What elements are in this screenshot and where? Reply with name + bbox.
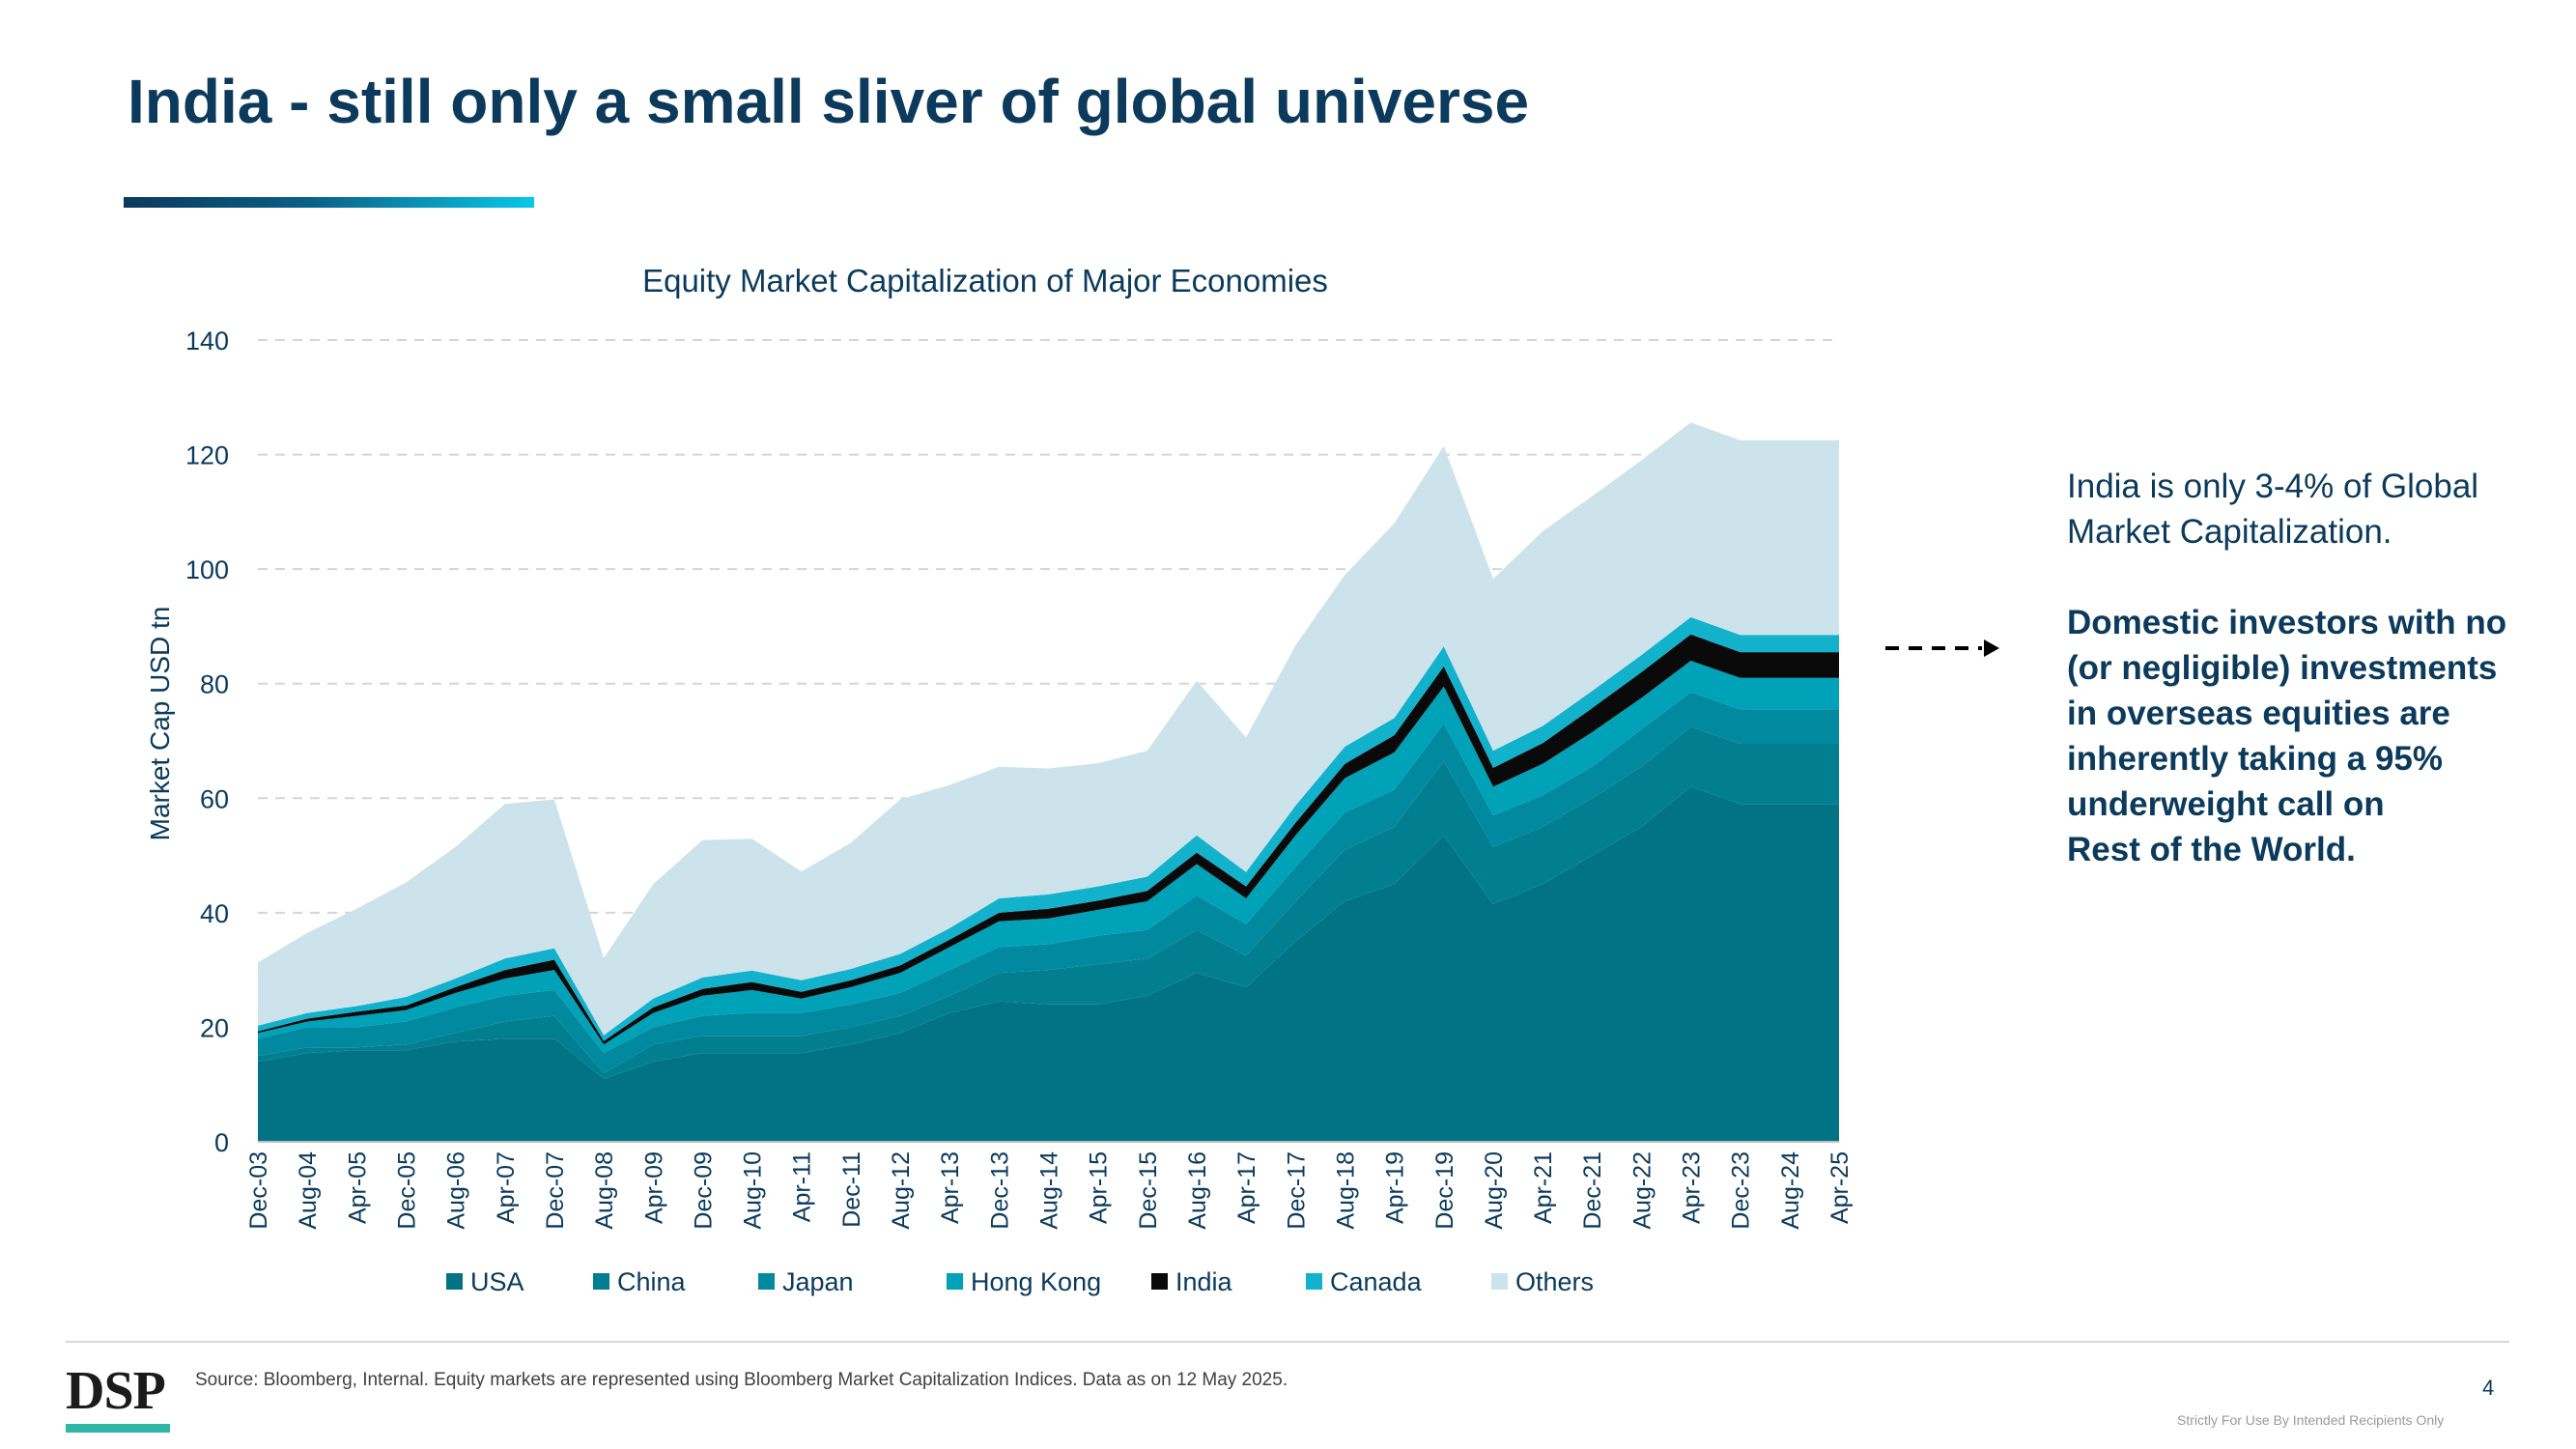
y-tick-label: 40 xyxy=(200,899,229,928)
x-tick-label: Aug-14 xyxy=(1036,1151,1063,1230)
x-tick-label: Apr-19 xyxy=(1382,1151,1409,1224)
x-tick-label: Apr-11 xyxy=(789,1151,816,1222)
x-tick-label: Dec-17 xyxy=(1283,1151,1310,1230)
x-tick-label: Aug-04 xyxy=(295,1151,322,1230)
x-tick-label: Dec-11 xyxy=(838,1151,865,1228)
y-tick-label: 0 xyxy=(214,1128,229,1157)
y-tick-label: 80 xyxy=(200,670,229,699)
market-cap-chart: 0 20 40 60 80 100 120 140 Dec-03 Aug-04 Apr-05 Dec-… xyxy=(145,263,1999,1296)
x-tick-label: Dec-19 xyxy=(1431,1151,1458,1230)
callout-line: in overseas equities are xyxy=(2067,695,2450,732)
legend-swatch xyxy=(947,1273,963,1290)
callout-bold-statement: Domestic investors with no (or negligibl… xyxy=(2067,600,2521,872)
area-hong-kong xyxy=(258,661,1839,1054)
chart-legend: USA China Japan Hong Kong India Canada Others xyxy=(446,1267,1594,1296)
x-tick-label: Aug-20 xyxy=(1481,1151,1508,1230)
x-tick-label: Dec-03 xyxy=(245,1151,272,1230)
legend-label: Hong Kong xyxy=(971,1267,1101,1296)
x-tick-label: Aug-10 xyxy=(740,1151,767,1230)
x-tick-label: Dec-09 xyxy=(690,1151,717,1230)
company-logo: DSP xyxy=(66,1364,174,1433)
y-tick-label: 20 xyxy=(200,1013,229,1042)
callout-line: inherently taking a 95% xyxy=(2067,740,2444,778)
x-tick-label: Aug-06 xyxy=(443,1151,470,1230)
logo-text: DSP xyxy=(66,1361,166,1421)
area-others xyxy=(258,422,1839,1036)
y-tick-label: 120 xyxy=(185,441,229,470)
x-tick-label: Apr-23 xyxy=(1679,1151,1706,1224)
x-tick-label: Apr-07 xyxy=(493,1151,520,1224)
legend-label: Others xyxy=(1515,1267,1594,1296)
x-tick-label: Apr-25 xyxy=(1826,1151,1854,1224)
x-tick-label: Aug-24 xyxy=(1777,1151,1804,1230)
slide-title: India - still only a small sliver of glo… xyxy=(127,67,1530,136)
x-tick-label: Dec-07 xyxy=(542,1151,569,1230)
logo-underline xyxy=(66,1424,170,1433)
source-note: Source: Bloomberg, Internal. Equity mark… xyxy=(195,1370,1288,1390)
callout-arrow-icon xyxy=(1885,639,1999,657)
legend-swatch xyxy=(758,1273,775,1290)
area-series xyxy=(258,422,1839,1142)
area-india xyxy=(258,634,1839,1045)
legend-swatch xyxy=(1151,1273,1168,1290)
x-tick-label: Apr-09 xyxy=(640,1151,667,1224)
callout-line: Rest of the World. xyxy=(2067,831,2356,868)
chart-title: Equity Market Capitalization of Major Ec… xyxy=(642,263,1328,298)
x-tick-label: Dec-21 xyxy=(1579,1151,1606,1230)
area-usa xyxy=(258,786,1839,1142)
x-tick-label: Dec-05 xyxy=(393,1151,420,1230)
y-tick-label: 140 xyxy=(185,327,229,355)
legend-swatch xyxy=(1491,1273,1508,1290)
legend-swatch xyxy=(446,1273,463,1290)
x-tick-label: Aug-08 xyxy=(591,1151,618,1230)
disclaimer: Strictly For Use By Intended Recipients … xyxy=(2177,1412,2445,1428)
callout-summary: India is only 3-4% of Global Market Capi… xyxy=(2067,468,2479,551)
x-tick-label: Dec-15 xyxy=(1135,1151,1162,1230)
legend-label: USA xyxy=(470,1267,524,1296)
x-tick-label: Aug-12 xyxy=(888,1151,915,1230)
legend-swatch xyxy=(593,1273,609,1290)
area-china xyxy=(258,726,1839,1079)
x-tick-label: Apr-13 xyxy=(937,1151,964,1224)
x-tick-label: Apr-15 xyxy=(1086,1151,1113,1224)
x-tick-label: Aug-18 xyxy=(1332,1151,1359,1230)
area-canada xyxy=(258,616,1839,1041)
x-tick-label: Apr-21 xyxy=(1530,1151,1557,1224)
legend-label: China xyxy=(617,1267,687,1296)
callout-line: Domestic investors with no xyxy=(2067,604,2507,641)
legend-label: Canada xyxy=(1330,1267,1423,1296)
x-tick-label: Apr-17 xyxy=(1233,1151,1260,1224)
callout-line: (or negligible) investments xyxy=(2067,649,2498,687)
axes: 0 20 40 60 80 100 120 140 Dec-03 Aug-04 Apr-05 Dec-… xyxy=(185,327,1854,1230)
footer-divider xyxy=(66,1341,2509,1343)
legend-label: India xyxy=(1175,1267,1233,1296)
legend-label: Japan xyxy=(782,1267,854,1296)
area-japan xyxy=(258,692,1839,1073)
callout-line: underweight call on xyxy=(2067,785,2385,823)
x-tick-label: Dec-13 xyxy=(986,1151,1013,1230)
page-number: 4 xyxy=(2482,1376,2495,1400)
y-axis-label: Market Cap USD tn xyxy=(145,607,175,841)
y-tick-label: 100 xyxy=(185,555,229,584)
x-tick-label: Dec-23 xyxy=(1728,1151,1755,1230)
x-tick-label: Apr-05 xyxy=(344,1151,371,1224)
legend-swatch xyxy=(1306,1273,1322,1290)
x-tick-label: Aug-16 xyxy=(1184,1151,1211,1230)
y-tick-label: 60 xyxy=(200,784,229,813)
title-underline-bar xyxy=(124,197,534,208)
callout-text: India is only 3-4% of Global Market Capi… xyxy=(2067,464,2521,872)
x-tick-label: Aug-22 xyxy=(1628,1151,1656,1230)
